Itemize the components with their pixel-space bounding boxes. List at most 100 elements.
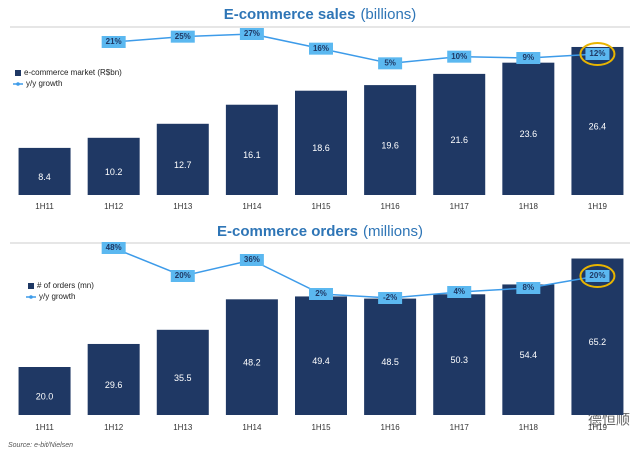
bar — [502, 62, 555, 195]
bar-label: 20.0 — [36, 391, 54, 401]
legend-label: y/y growth — [26, 79, 62, 88]
bar-label: 8.4 — [38, 172, 51, 182]
highlight — [579, 42, 616, 66]
growth-label-box — [447, 50, 472, 63]
growth-label: 25% — [175, 32, 191, 41]
x-tick-label: 1H16 — [381, 423, 401, 432]
x-tick-label: 1H18 — [519, 423, 539, 432]
bar — [225, 104, 278, 195]
highlight — [579, 264, 616, 288]
x-tick-label: 1H15 — [311, 423, 331, 432]
legend-label: # of orders (mn) — [37, 281, 94, 290]
growth-label: 21% — [106, 37, 122, 46]
x-tick-label: 1H11 — [35, 423, 54, 432]
legend-swatch — [28, 283, 34, 289]
bar — [295, 296, 347, 415]
x-tick-label: 1H17 — [450, 423, 470, 432]
growth-label: 10% — [451, 52, 467, 61]
x-tick-label: 1H12 — [104, 202, 124, 211]
growth-label-box — [239, 28, 264, 40]
bar — [87, 343, 140, 415]
growth-label-box — [309, 288, 333, 300]
x-tick-label: 1H18 — [519, 202, 539, 211]
growth-label-box — [170, 30, 195, 43]
bar — [364, 298, 417, 415]
x-tick-label: 1H19 — [588, 423, 608, 432]
x-tick-label: 1H11 — [35, 202, 54, 211]
growth-label: 27% — [244, 29, 260, 38]
x-tick-label: 1H13 — [173, 202, 193, 211]
growth-label: 5% — [384, 58, 396, 67]
bar — [433, 294, 486, 415]
bar-label: 19.6 — [381, 140, 399, 150]
bar — [502, 284, 555, 415]
growth-label-box — [309, 42, 333, 55]
bar — [156, 329, 209, 415]
bar-label: 50.3 — [450, 355, 468, 365]
x-tick-label: 1H16 — [381, 202, 401, 211]
subtitle: (billions) — [360, 6, 416, 23]
growth-label: 16% — [313, 44, 329, 53]
bar-label: 18.6 — [312, 143, 330, 153]
x-tick-label: 1H13 — [173, 423, 193, 432]
bar — [571, 46, 624, 195]
growth-label: 9% — [523, 53, 535, 62]
growth-label-box — [101, 36, 126, 48]
bar-label: 10.2 — [105, 167, 123, 177]
source: Source: e-bit/Nielsen — [8, 442, 73, 449]
bar-label: 12.7 — [174, 160, 192, 170]
legend-label: e-commerce market (R$bn) — [24, 68, 122, 77]
legend-label: y/y growth — [39, 292, 75, 301]
legend-dot — [16, 82, 20, 86]
bar — [295, 90, 347, 195]
chart-title: E-commerce sales (billions) — [224, 6, 417, 23]
bar — [433, 73, 486, 195]
x-tick-label: 1H15 — [311, 202, 331, 211]
growth-label-box — [378, 292, 403, 304]
bar-label: 16.1 — [243, 150, 261, 160]
bar — [18, 367, 71, 415]
watermark: 德恒顺 — [588, 412, 630, 428]
x-tick-label: 1H17 — [450, 202, 470, 211]
growth-label: 36% — [244, 255, 260, 264]
x-tick-label: 1H14 — [242, 202, 262, 211]
x-tick-label: 1H12 — [104, 423, 124, 432]
bar-label: 49.4 — [312, 356, 330, 366]
growth-label: 20% — [589, 271, 605, 280]
growth-label: 2% — [315, 289, 327, 298]
bar-label: 65.2 — [589, 337, 607, 347]
bar-label: 48.5 — [381, 357, 399, 367]
bar-label: 21.6 — [450, 135, 468, 145]
bar — [87, 137, 140, 195]
growth-label: 8% — [523, 283, 535, 292]
growth-label: 48% — [106, 243, 122, 252]
growth-label-box — [516, 52, 541, 64]
legend-swatch — [15, 70, 21, 76]
bar — [571, 258, 624, 415]
bar-label: 26.4 — [589, 121, 607, 131]
growth-label: 4% — [453, 287, 465, 296]
growth-label: -2% — [383, 293, 397, 302]
bar-label: 23.6 — [520, 129, 538, 139]
growth-label-box — [378, 57, 403, 70]
growth-label: 20% — [175, 271, 191, 280]
chart-title: E-commerce orders (millions) — [217, 223, 423, 240]
growth-label-box — [585, 270, 610, 282]
legend-dot — [29, 295, 33, 299]
growth-label-box — [170, 270, 195, 282]
growth-label-box — [516, 282, 541, 294]
bar-label: 54.4 — [520, 350, 538, 360]
x-tick-label: 1H19 — [588, 202, 608, 211]
growth-label: 12% — [589, 49, 605, 58]
growth-label-box — [585, 48, 610, 60]
bar — [364, 85, 417, 195]
bar-label: 29.6 — [105, 380, 123, 390]
x-tick-label: 1H14 — [242, 423, 262, 432]
bar — [225, 299, 278, 415]
title: E-commerce orders — [217, 223, 358, 240]
growth-label-box — [447, 286, 472, 298]
bar — [156, 123, 209, 195]
title: E-commerce sales — [224, 6, 356, 23]
growth-label-box — [239, 254, 264, 266]
